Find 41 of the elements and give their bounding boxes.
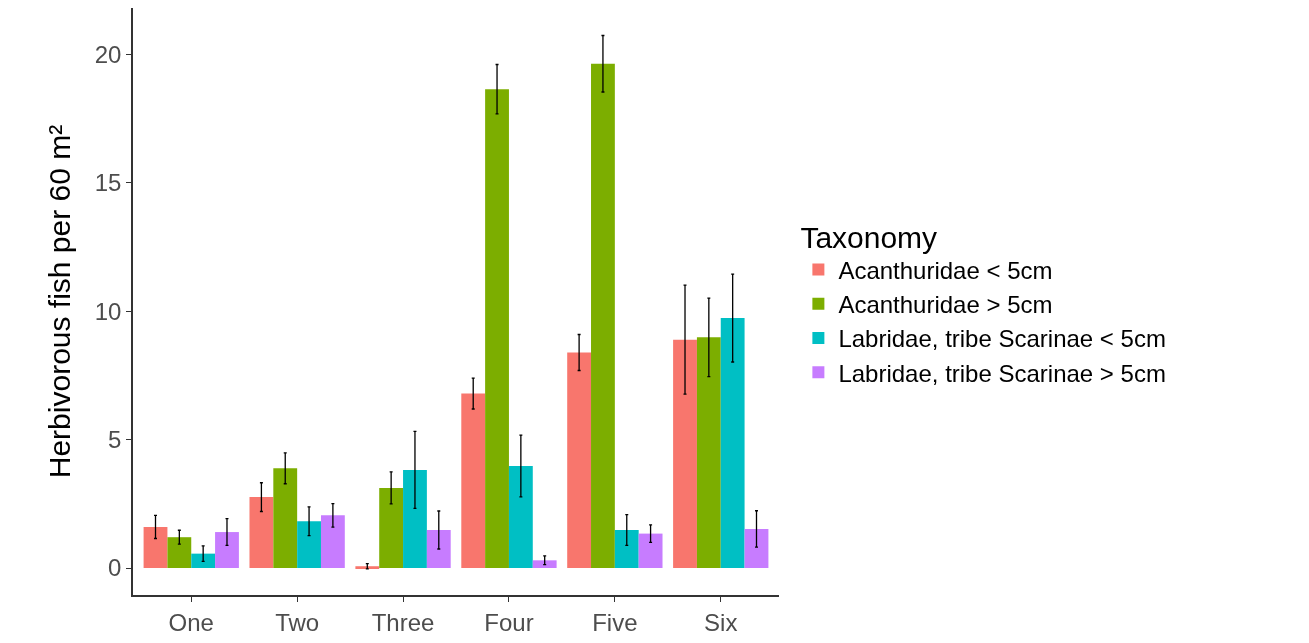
bar <box>485 89 509 569</box>
y-tick-label: 20 <box>94 40 122 68</box>
bar <box>249 497 274 569</box>
y-axis-title: Herbivorous fish per 60 m² <box>43 124 77 479</box>
legend-title: Taxonomy <box>800 220 938 254</box>
bar <box>532 560 557 569</box>
bar <box>508 466 533 569</box>
bar <box>320 515 345 569</box>
bar <box>297 521 321 569</box>
x-tick-label: Three <box>371 608 435 636</box>
x-tick-label: One <box>168 608 214 636</box>
bar <box>167 537 192 569</box>
legend-label: Acanthuridae > 5cm <box>838 291 1053 319</box>
bar <box>638 533 663 569</box>
bar <box>143 526 168 569</box>
legend-label: Labridae, tribe Scarinae < 5cm <box>838 325 1166 353</box>
bar <box>696 337 721 569</box>
bar <box>614 530 639 569</box>
bar <box>720 318 745 569</box>
x-tick-label: Two <box>275 608 320 636</box>
bar <box>379 487 404 569</box>
bar <box>591 63 615 569</box>
bar <box>403 469 427 569</box>
bar <box>426 530 451 569</box>
y-tick-label: 0 <box>108 554 122 582</box>
legend-label: Acanthuridae < 5cm <box>838 256 1053 284</box>
bar <box>355 566 380 569</box>
bar <box>191 553 216 569</box>
y-tick-label: 15 <box>94 169 122 197</box>
bar <box>273 468 298 569</box>
legend-label: Labridae, tribe Scarinae > 5cm <box>838 359 1166 387</box>
bar <box>215 532 239 569</box>
x-tick-label: Six <box>704 608 738 636</box>
x-tick-label: Four <box>484 608 534 636</box>
bar <box>567 352 592 569</box>
bar <box>673 339 697 569</box>
y-tick-label: 5 <box>108 425 122 453</box>
x-tick-label: Five <box>592 608 638 636</box>
y-tick-label: 10 <box>94 297 122 325</box>
bar <box>744 528 769 569</box>
bar <box>461 393 486 569</box>
